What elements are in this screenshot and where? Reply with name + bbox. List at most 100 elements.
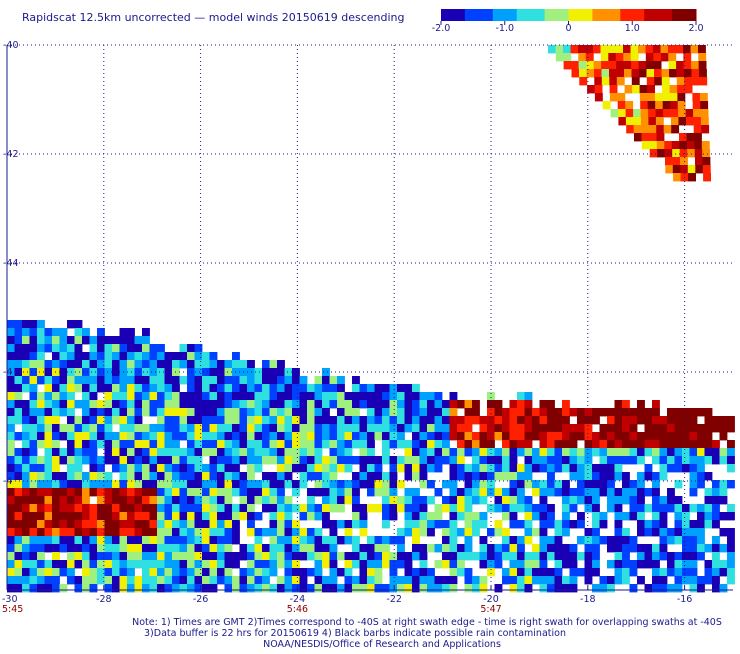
data-cell xyxy=(389,504,398,513)
data-cell xyxy=(712,440,720,449)
data-cell xyxy=(44,584,53,593)
data-cell xyxy=(547,448,555,457)
data-cell xyxy=(194,344,203,353)
data-cell xyxy=(322,504,330,513)
data-cell xyxy=(584,456,593,465)
data-cell xyxy=(149,520,158,529)
data-cell xyxy=(247,568,255,577)
data-cell xyxy=(82,448,90,457)
data-cell xyxy=(29,528,38,537)
data-cell xyxy=(547,512,555,521)
data-cell xyxy=(479,560,488,569)
data-cell xyxy=(464,400,473,409)
data-cell xyxy=(164,360,173,369)
data-cell xyxy=(562,576,570,585)
data-cell xyxy=(194,480,203,489)
data-cell xyxy=(82,328,90,337)
data-cell xyxy=(594,93,603,102)
data-cell xyxy=(247,448,255,457)
colorbar-segment xyxy=(616,9,621,21)
data-cell xyxy=(172,544,180,553)
data-cell xyxy=(104,496,113,505)
data-cell xyxy=(686,141,695,150)
data-cell xyxy=(494,472,503,481)
data-cell xyxy=(322,560,330,569)
data-cell xyxy=(89,376,98,385)
data-cell xyxy=(693,117,702,126)
data-cell xyxy=(524,480,533,489)
data-cell xyxy=(669,69,677,78)
data-cell xyxy=(149,584,158,593)
data-cell xyxy=(187,472,195,481)
data-cell xyxy=(367,416,375,425)
data-cell xyxy=(472,456,480,465)
data-cell xyxy=(569,544,578,553)
data-cell xyxy=(644,416,653,425)
data-cell xyxy=(622,408,630,417)
data-cell xyxy=(29,504,38,513)
data-cell xyxy=(217,368,225,377)
data-cell xyxy=(164,512,173,521)
data-cell xyxy=(104,568,113,577)
data-cell xyxy=(52,440,60,449)
data-cell xyxy=(187,448,195,457)
data-cell xyxy=(674,584,683,593)
data-cell xyxy=(82,336,90,345)
data-cell xyxy=(569,552,578,561)
data-cell xyxy=(299,504,308,513)
data-cell xyxy=(67,480,75,489)
data-cell xyxy=(652,440,660,449)
data-cell xyxy=(352,456,360,465)
data-cell xyxy=(659,504,668,513)
data-cell xyxy=(607,456,615,465)
data-cell xyxy=(322,368,330,377)
data-cell xyxy=(172,560,180,569)
time-label: 5:45 xyxy=(2,604,23,615)
data-cell xyxy=(487,528,495,537)
data-cell xyxy=(592,568,600,577)
data-cell xyxy=(662,101,671,110)
data-cell xyxy=(299,552,308,561)
data-cell xyxy=(652,432,660,441)
data-cell xyxy=(691,69,700,78)
data-cell xyxy=(329,448,338,457)
data-cell xyxy=(194,544,203,553)
data-cell xyxy=(37,400,45,409)
data-cell xyxy=(700,109,709,118)
colorbar-segment xyxy=(460,9,466,21)
colorbar-segment xyxy=(496,9,502,21)
data-cell xyxy=(277,432,285,441)
data-cell xyxy=(7,416,15,425)
data-cell xyxy=(239,448,248,457)
data-cell xyxy=(89,400,98,409)
data-cell xyxy=(487,448,495,457)
data-cell xyxy=(112,488,120,497)
data-cell xyxy=(29,544,38,553)
data-cell xyxy=(112,448,120,457)
data-cell xyxy=(269,520,278,529)
data-cell xyxy=(22,536,30,545)
data-cell xyxy=(292,384,300,393)
data-cell xyxy=(164,456,173,465)
data-cell xyxy=(29,448,38,457)
data-cell xyxy=(667,424,675,433)
data-cell xyxy=(587,85,595,94)
data-cell xyxy=(669,93,678,102)
data-cell xyxy=(224,376,233,385)
data-cell xyxy=(594,69,602,78)
data-cell xyxy=(269,432,278,441)
data-cell xyxy=(547,520,555,529)
data-cell xyxy=(262,544,270,553)
data-cell xyxy=(577,568,585,577)
data-cell xyxy=(547,536,555,545)
data-cell xyxy=(712,424,720,433)
data-cell xyxy=(119,456,128,465)
data-cell xyxy=(622,568,630,577)
data-cell xyxy=(157,376,165,385)
data-cell xyxy=(149,576,158,585)
data-cell xyxy=(685,109,694,118)
note-line: 3)Data buffer is 22 hrs for 20150619 4) … xyxy=(144,628,566,639)
data-cell xyxy=(14,512,23,521)
data-cell xyxy=(127,432,135,441)
data-cell xyxy=(277,416,285,425)
